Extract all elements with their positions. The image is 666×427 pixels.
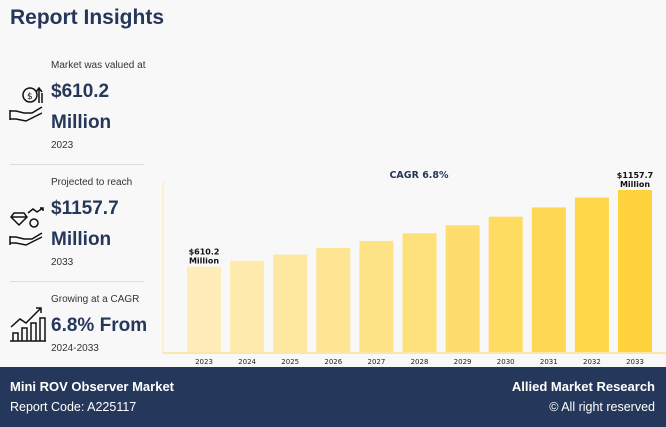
bar-2024 <box>230 260 265 352</box>
stat-value: $1157.7 <box>51 198 119 219</box>
x-tick-label: 2024 <box>238 358 256 366</box>
x-tick-label: 2030 <box>497 358 515 366</box>
bar-2033 <box>618 190 652 352</box>
stat-year: 2023 <box>51 140 74 151</box>
stat-value: 6.8% From <box>51 315 148 336</box>
stat-value-unit: Million <box>51 112 112 133</box>
bar-2028 <box>402 233 437 352</box>
x-tick-label: 2026 <box>324 358 342 366</box>
stat-label: Projected to reach <box>51 177 133 188</box>
x-tick-label: 2027 <box>367 358 385 366</box>
stat-projected-value: Projected to reach $1157.7 Million 2033 <box>0 172 160 282</box>
market-name: Mini ROV Observer Market <box>10 379 174 394</box>
divider <box>10 164 144 165</box>
copyright: © All right reserved <box>549 400 655 414</box>
svg-text:$: $ <box>27 92 33 102</box>
report-code: Report Code: A225117 <box>10 400 137 414</box>
stat-label: Market was valued at <box>51 60 146 71</box>
x-tick-label: 2031 <box>540 358 558 366</box>
bar-2023 <box>187 266 221 352</box>
bar-2030 <box>488 216 523 352</box>
bar-2029 <box>445 225 480 352</box>
chart-title: CAGR 6.8% <box>389 170 449 181</box>
stat-label: Growing at a CAGR <box>51 294 140 305</box>
stat-market-value: Market was valued at $ $610.2 Million 20… <box>0 55 160 165</box>
data-label: Million <box>620 180 650 189</box>
bar-2025 <box>273 254 308 352</box>
data-label: Million <box>189 257 219 266</box>
money-hand-icon: $ <box>9 86 43 122</box>
data-label: $1157.7 <box>617 171 653 180</box>
x-tick-label: 2028 <box>411 358 429 366</box>
bar-2031 <box>531 207 566 352</box>
bar-2026 <box>316 247 351 352</box>
data-label: $610.2 <box>189 248 220 257</box>
bar-chart: CAGR 6.8% 2023 2024 2025 2026 2027 2028 2029 20… <box>162 170 666 366</box>
stat-value-unit: Million <box>51 229 112 250</box>
stat-value: $610.2 <box>51 81 110 102</box>
stat-year: 2024-2033 <box>51 343 99 354</box>
x-tick-label: 2023 <box>195 358 213 366</box>
bar-2027 <box>359 240 394 352</box>
bar-2032 <box>574 197 609 352</box>
page-title: Report Insights <box>10 6 165 29</box>
x-tick-label: 2032 <box>583 358 601 366</box>
stat-cagr: Growing at a CAGR 6.8% From 2024-2033 <box>0 289 160 364</box>
brand-name: Allied Market Research <box>511 379 655 394</box>
growth-chart-icon <box>10 307 46 342</box>
divider <box>10 281 144 282</box>
diamond-hand-icon <box>9 207 44 246</box>
x-tick-label: 2025 <box>281 358 299 366</box>
x-tick-label: 2029 <box>454 358 472 366</box>
stat-year: 2033 <box>51 257 74 268</box>
x-tick-label: 2033 <box>626 358 644 366</box>
footer: Mini ROV Observer Market Report Code: A2… <box>0 367 666 427</box>
